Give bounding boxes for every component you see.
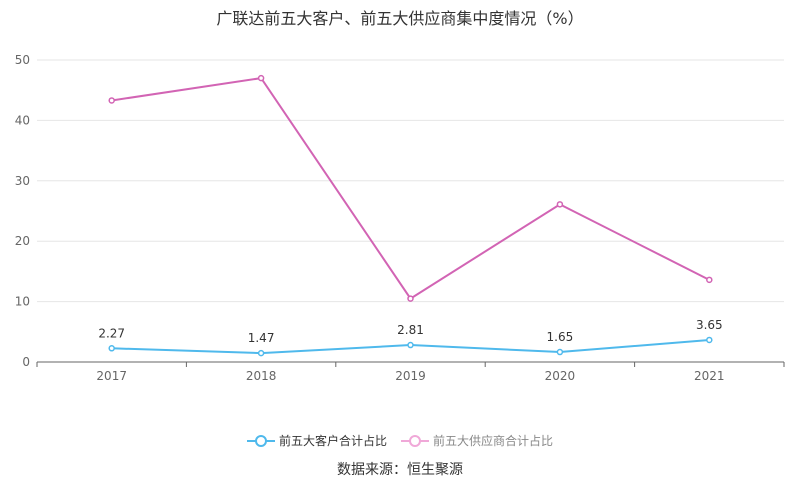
series-line-1 (111, 77, 710, 300)
series-0-data-label-1: 1.47 (248, 331, 275, 345)
y-tick-label-1: 10 (15, 295, 30, 309)
x-tick-label-2: 2019 (395, 369, 426, 383)
series-0-point-3 (556, 348, 564, 356)
legend-label-customers: 前五大客户合计占比 (278, 434, 387, 448)
data-source: 数据来源：恒生聚源 (337, 462, 463, 478)
series-1-point-2 (407, 295, 414, 302)
legend-item-suppliers[interactable]: 前五大供应商合计占比 (401, 432, 553, 449)
legend-swatch-suppliers-icon (401, 434, 429, 447)
y-tick-label-4: 40 (15, 113, 30, 127)
series-0-data-label-3: 1.65 (547, 330, 574, 344)
x-tick-label-4: 2021 (694, 369, 725, 383)
legend-swatch-customers-icon (246, 434, 275, 447)
y-tick-label-5: 50 (15, 53, 30, 67)
series-0-point-2 (407, 341, 414, 349)
y-tick-label-0: 0 (22, 355, 30, 369)
series-1-point-4 (706, 276, 713, 284)
series-0-point-1 (257, 349, 265, 357)
legend: 前五大客户合计占比 前五大供应商合计占比 (0, 432, 800, 449)
series-0-data-label-4: 3.65 (696, 318, 723, 332)
series-0-data-label-0: 2.27 (98, 326, 125, 340)
series-1-point-0 (108, 97, 115, 104)
x-tick-label-1: 2018 (246, 369, 277, 383)
legend-item-customers[interactable]: 前五大客户合计占比 (246, 432, 387, 449)
series-1-point-3 (556, 201, 564, 208)
x-tick-label-3: 2020 (545, 369, 576, 383)
series-0-data-label-2: 2.81 (397, 323, 424, 337)
series-1-point-1 (257, 74, 265, 82)
chart-title: 广联达前五大客户、前五大供应商集中度情况（%） (216, 9, 584, 28)
series-0-point-0 (108, 345, 115, 352)
legend-label-suppliers: 前五大供应商合计占比 (433, 434, 554, 448)
series-0-point-4 (706, 336, 713, 344)
x-tick-label-0: 2017 (96, 369, 127, 383)
y-tick-label-2: 20 (15, 234, 30, 248)
y-tick-label-3: 30 (15, 174, 30, 188)
